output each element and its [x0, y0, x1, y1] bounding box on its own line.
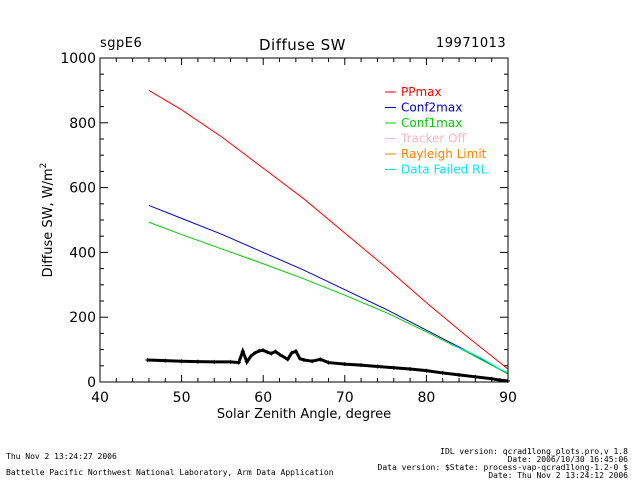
observation-point — [261, 348, 266, 353]
x-tick-label: 60 — [254, 390, 272, 406]
x-axis-label: Solar Zenith Angle, degree — [217, 407, 391, 422]
footer-idl-version: IDL version: qcrad1long_plots.pro,v 1.8 — [440, 447, 628, 456]
observation-point — [289, 350, 294, 355]
observation-point — [375, 364, 380, 369]
y-tick-label: 600 — [69, 181, 96, 197]
series-line-conf2max — [148, 204, 509, 375]
observation-point — [342, 362, 347, 367]
observation-point — [457, 372, 462, 377]
site-label: sgpE6 — [100, 36, 143, 51]
y-tick-label: 200 — [69, 310, 96, 326]
observation-point — [297, 356, 302, 361]
observation-point — [408, 367, 413, 372]
observation-point — [391, 365, 396, 370]
y-axis-label: Diffuse SW, W/m2 — [39, 163, 56, 278]
observation-point — [212, 359, 217, 364]
observation-point — [236, 360, 241, 365]
legend-label: Data Failed RL — [401, 163, 487, 177]
footer-run-time: Thu Nov 2 13:24:27 2006 — [6, 452, 117, 461]
x-tick-label: 70 — [336, 390, 354, 406]
x-tick-label: 80 — [417, 390, 435, 406]
legend-label: Rayleigh Limit — [401, 147, 487, 161]
observation-point — [318, 357, 323, 362]
footer-organization: Battelle Pacific Northwest National Labo… — [6, 468, 334, 477]
legend-label: Conf1max — [401, 116, 462, 130]
observation-point — [277, 352, 282, 357]
observation-point — [424, 368, 429, 373]
date-label: 19971013 — [436, 36, 507, 51]
observation-point — [228, 359, 233, 364]
observation-point — [269, 351, 274, 356]
observation-point — [265, 350, 270, 355]
observation-point — [273, 349, 278, 354]
y-tick-label: 800 — [69, 116, 96, 132]
observation-point — [302, 357, 306, 362]
footer-data-date: Date: Thu Nov 2 13:24:12 2006 — [488, 471, 628, 480]
legend-label: PPmax — [401, 85, 442, 99]
y-tick-label: 0 — [87, 375, 96, 391]
observation-point — [244, 359, 249, 364]
chart-axes: 40 50 60 70 80 90 0 200 400 600 800 1000 Solar Zenit… — [39, 51, 517, 422]
observation-point — [293, 349, 298, 354]
y-axis-label-superscript: 2 — [39, 163, 49, 169]
observation-point — [240, 349, 245, 354]
footer-data-version: Data version: $State: process-vap-qcrad1… — [377, 463, 628, 472]
observation-point — [440, 370, 445, 375]
observation-point — [248, 354, 253, 359]
footer-idl-date: Date: 2006/10/30 16:45:06 — [507, 455, 628, 464]
observation-point — [257, 348, 262, 353]
observation-point — [195, 359, 200, 364]
series-line-conf1max — [148, 221, 509, 375]
series-line-ppmax — [148, 89, 509, 370]
observation-point — [163, 358, 168, 363]
chart-marks — [145, 89, 510, 384]
observation-point — [253, 350, 258, 355]
legend-label: Conf2max — [401, 101, 462, 115]
observation-point — [359, 363, 364, 368]
y-tick-label: 400 — [69, 245, 96, 261]
observation-point — [326, 360, 331, 365]
observation-point — [179, 359, 184, 364]
x-tick-label: 50 — [173, 390, 191, 406]
series-line-data-failed-rl — [450, 344, 509, 373]
x-tick-label: 90 — [499, 390, 517, 406]
chart-title: Diffuse SW — [259, 36, 346, 54]
observation-point — [310, 359, 315, 364]
x-tick-label: 40 — [91, 390, 109, 406]
observation-point — [497, 378, 502, 383]
y-tick-label: 1000 — [60, 51, 96, 67]
observation-trace — [147, 346, 509, 383]
legend-label: Tracker Off — [400, 132, 467, 146]
observation-point — [285, 357, 290, 362]
observation-point — [145, 357, 150, 362]
